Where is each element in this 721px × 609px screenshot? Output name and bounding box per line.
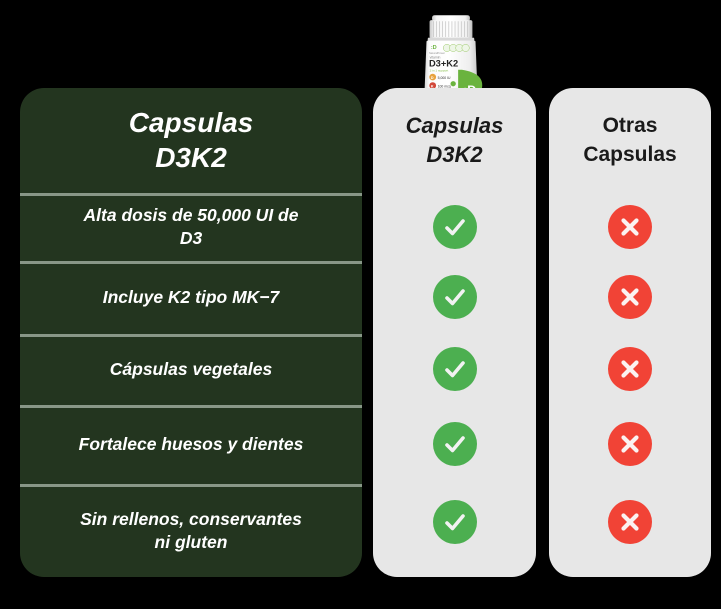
svg-text:5,000 IU: 5,000 IU — [438, 76, 451, 80]
svg-text:D3+K2: D3+K2 — [429, 59, 458, 69]
svg-text::D: :D — [431, 45, 437, 51]
svg-text:D: D — [431, 76, 434, 80]
svg-text:NaturalPower: NaturalPower — [429, 51, 445, 55]
svg-text:2 in 1 support: 2 in 1 support — [430, 69, 449, 73]
